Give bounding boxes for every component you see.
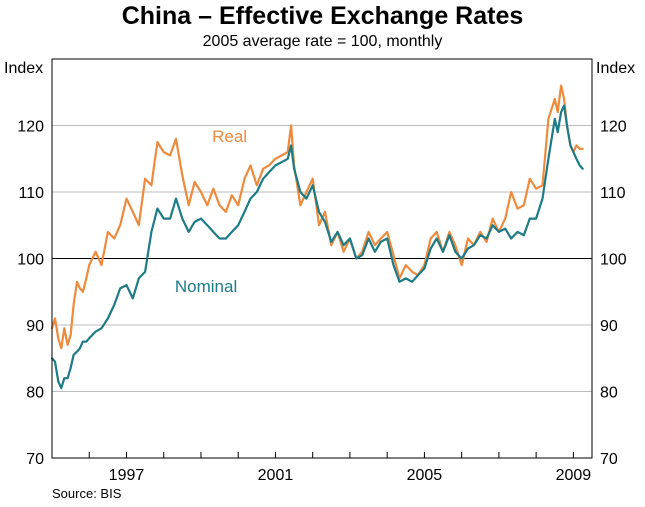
y-tick-label-right: 100: [600, 252, 627, 269]
x-tick-label: 2001: [258, 467, 294, 484]
x-tick-label: 1997: [109, 467, 145, 484]
y-tick-label-left: 80: [26, 385, 44, 402]
y-tick-label-left: 100: [17, 252, 44, 269]
plot-frame: [51, 58, 593, 459]
y-tick-label-left: 110: [18, 185, 44, 202]
y-tick-label-left: 70: [26, 451, 44, 468]
x-tick-label: 2005: [407, 467, 443, 484]
x-tick-label: 2009: [556, 467, 592, 484]
series-annotation-real: Real: [212, 127, 247, 146]
series-line-nominal: [50, 104, 584, 390]
chart-title: China – Effective Exchange Rates: [121, 2, 524, 30]
y-tick-label-right: 90: [600, 318, 618, 335]
y-tick-label-right: 120: [600, 119, 627, 136]
y-axis-label-right: Index: [596, 60, 636, 77]
y-axis-label-left: Index: [4, 60, 44, 77]
y-tick-label-left: 120: [17, 119, 44, 136]
source-note: Source: BIS: [52, 486, 122, 501]
y-tick-label-right: 80: [600, 385, 618, 402]
chart-subtitle: 2005 average rate = 100, monthly: [202, 33, 443, 50]
y-tick-label-right: 110: [600, 185, 626, 202]
y-tick-label-right: 70: [600, 451, 618, 468]
y-tick-label-left: 90: [26, 318, 44, 335]
series-line-real: [50, 84, 584, 350]
series-annotation-nominal: Nominal: [175, 277, 237, 296]
